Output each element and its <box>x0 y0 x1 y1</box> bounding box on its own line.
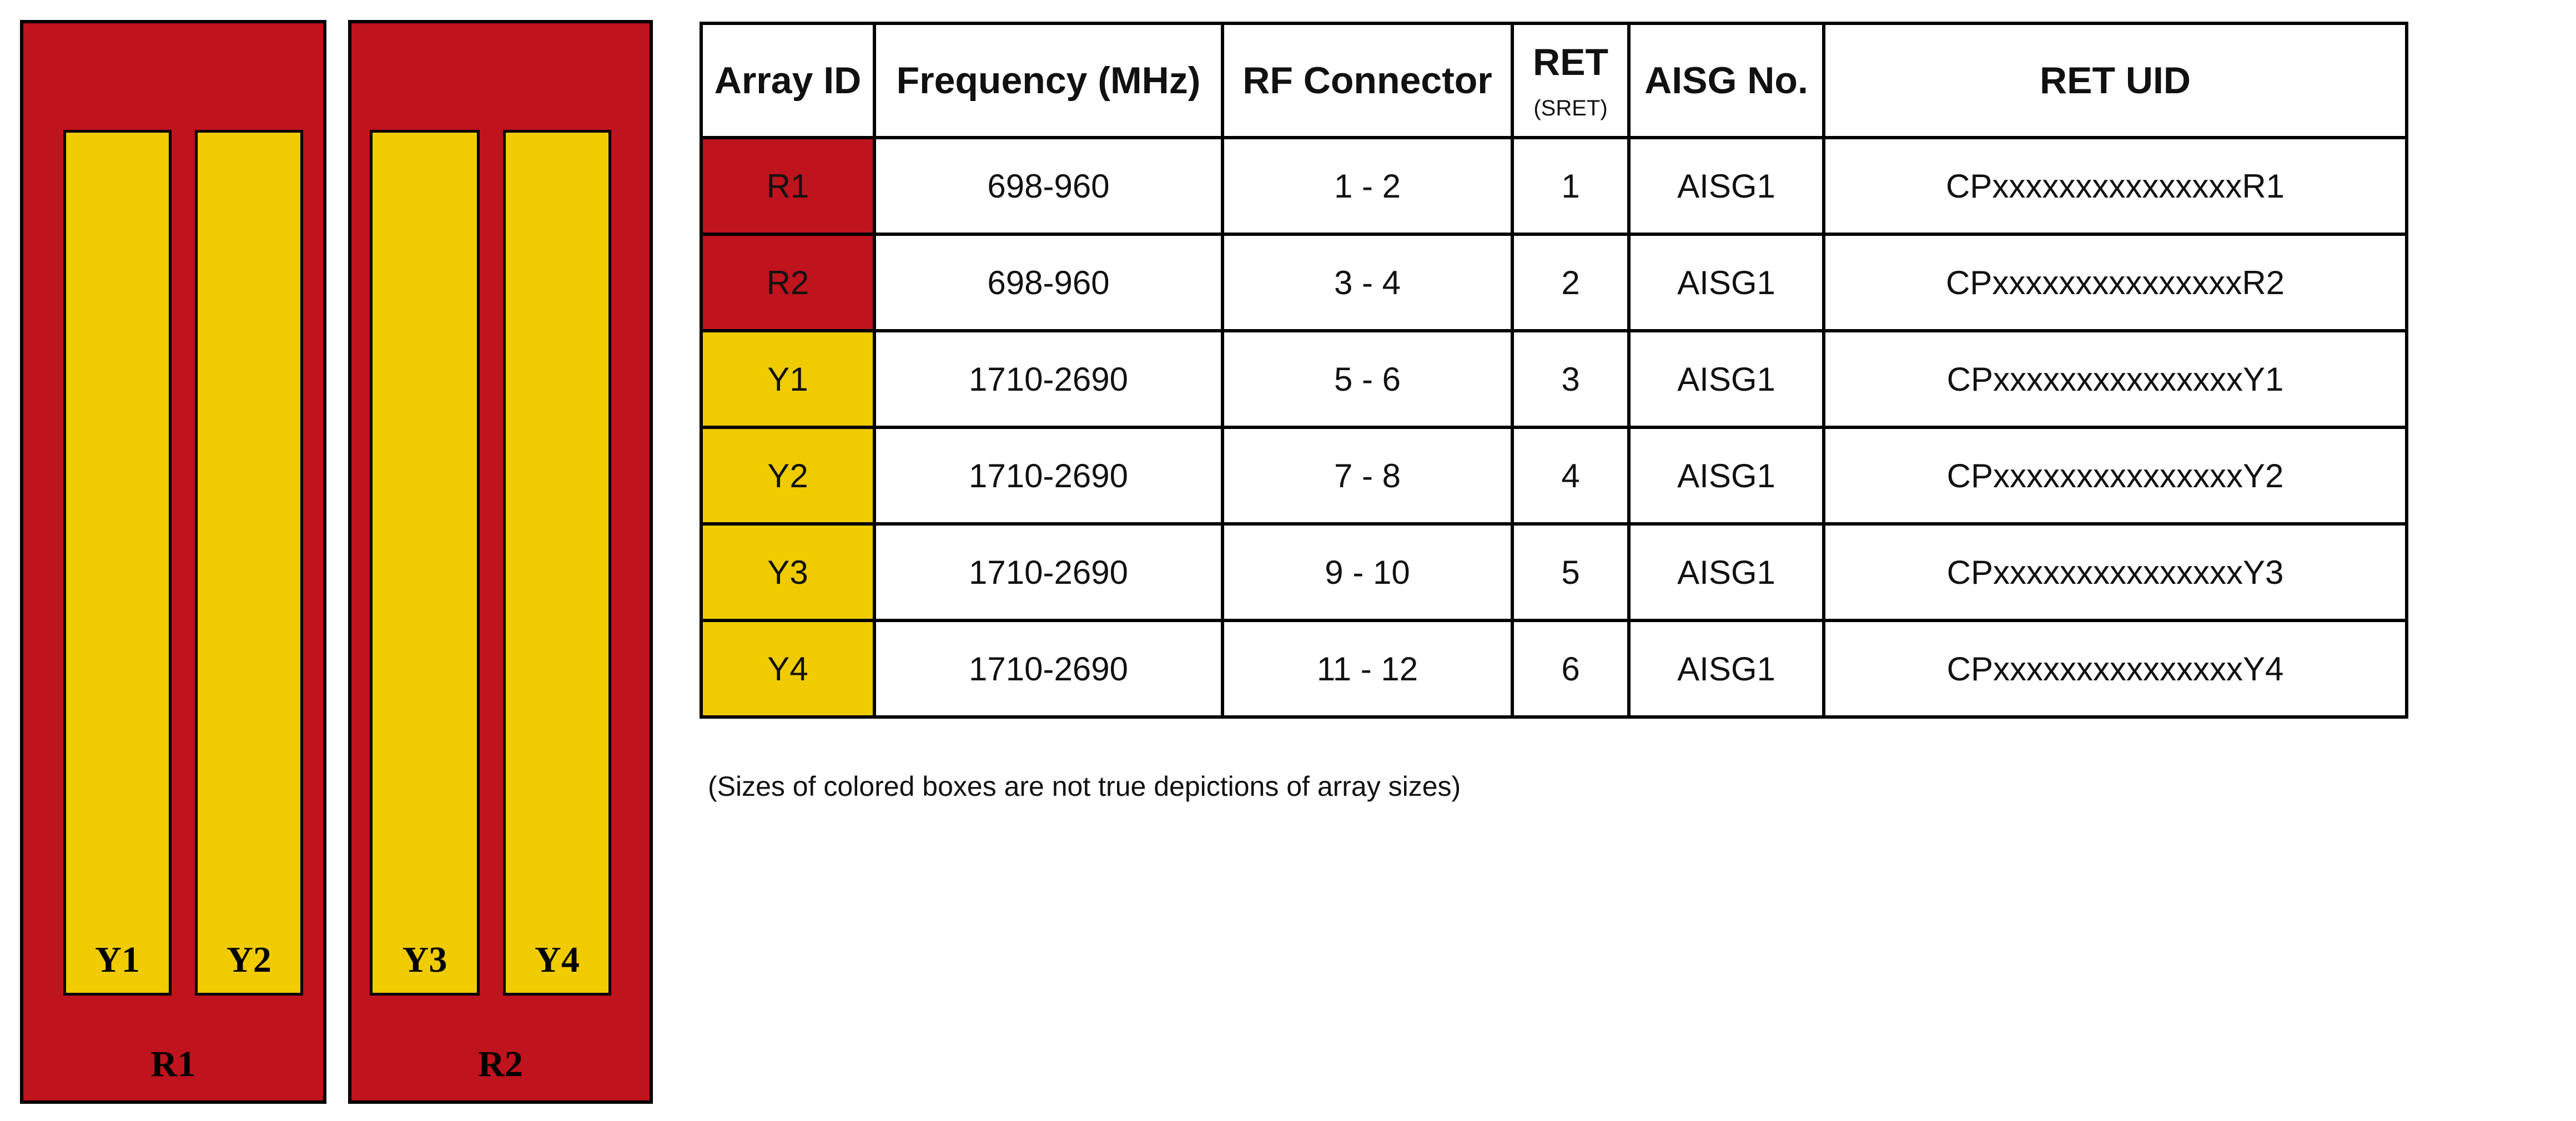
cell-frequency: 1710-2690 <box>873 522 1224 622</box>
header-ret-uid: RET UID <box>1822 22 2408 139</box>
cell-frequency: 698-960 <box>873 136 1224 236</box>
cell-ret-uid: CPxxxxxxxxxxxxxxxY3 <box>1822 522 2408 622</box>
cell-frequency: 1710-2690 <box>873 329 1224 429</box>
label-y3: Y3 <box>402 940 447 980</box>
table-row: R2 698-960 3 - 4 2 AISG1 CPxxxxxxxxxxxxxxxR2 <box>700 233 2408 332</box>
cell-ret: 2 <box>1511 233 1631 332</box>
header-frequency: Frequency (MHz) <box>873 22 1224 139</box>
cell-rf-connector: 7 - 8 <box>1221 426 1514 526</box>
table-header-row: Array ID Frequency (MHz) RF Connector RE… <box>700 22 2408 139</box>
cell-frequency: 1710-2690 <box>873 426 1224 526</box>
cell-array-id: Y3 <box>700 522 876 622</box>
header-rf-connector: RF Connector <box>1221 22 1514 139</box>
cell-array-id: Y4 <box>700 619 876 719</box>
cell-ret-uid: CPxxxxxxxxxxxxxxxR1 <box>1822 136 2408 236</box>
cell-ret: 3 <box>1511 329 1631 429</box>
cell-aisg-no: AISG1 <box>1627 136 1825 236</box>
cell-frequency: 698-960 <box>873 233 1224 332</box>
cell-ret-uid: CPxxxxxxxxxxxxxxxY1 <box>1822 329 2408 429</box>
cell-aisg-no: AISG1 <box>1627 329 1825 429</box>
array-element-y2 <box>195 130 303 996</box>
array-element-y1 <box>63 130 172 996</box>
cell-ret: 6 <box>1511 619 1631 719</box>
array-element-y4 <box>503 130 611 996</box>
cell-ret-uid: CPxxxxxxxxxxxxxxxR2 <box>1822 233 2408 332</box>
header-ret-sub: (SRET) <box>1533 95 1608 120</box>
cell-aisg-no: AISG1 <box>1627 426 1825 526</box>
label-r2: R2 <box>478 1044 523 1084</box>
cell-array-id: R2 <box>700 233 876 332</box>
cell-aisg-no: AISG1 <box>1627 233 1825 332</box>
array-table: Array ID Frequency (MHz) RF Connector RE… <box>700 22 2408 719</box>
array-element-y3 <box>370 130 480 996</box>
table-row: Y4 1710-2690 11 - 12 6 AISG1 CPxxxxxxxxxxxxxx… <box>700 619 2408 719</box>
label-r1: R1 <box>150 1044 196 1084</box>
cell-rf-connector: 3 - 4 <box>1221 233 1514 332</box>
header-ret: RET (SRET) <box>1511 22 1631 139</box>
header-ret-label: RET <box>1533 41 1608 83</box>
cell-array-id: Y2 <box>700 426 876 526</box>
label-y1: Y1 <box>95 940 140 980</box>
label-y2: Y2 <box>227 940 271 980</box>
cell-aisg-no: AISG1 <box>1627 522 1825 622</box>
cell-ret: 5 <box>1511 522 1631 622</box>
cell-rf-connector: 9 - 10 <box>1221 522 1514 622</box>
cell-ret-uid: CPxxxxxxxxxxxxxxxY2 <box>1822 426 2408 526</box>
cell-array-id: Y1 <box>700 329 876 429</box>
table-row: R1 698-960 1 - 2 1 AISG1 CPxxxxxxxxxxxxxxxR1 <box>700 136 2408 236</box>
cell-aisg-no: AISG1 <box>1627 619 1825 719</box>
cell-array-id: R1 <box>700 136 876 236</box>
cell-ret-uid: CPxxxxxxxxxxxxxxxY4 <box>1822 619 2408 719</box>
cell-rf-connector: 1 - 2 <box>1221 136 1514 236</box>
header-array-id: Array ID <box>700 22 876 139</box>
table-row: Y1 1710-2690 5 - 6 3 AISG1 CPxxxxxxxxxxxxxxxY… <box>700 329 2408 429</box>
cell-frequency: 1710-2690 <box>873 619 1224 719</box>
cell-rf-connector: 5 - 6 <box>1221 329 1514 429</box>
table-row: Y2 1710-2690 7 - 8 4 AISG1 CPxxxxxxxxxxxxxxxY… <box>700 426 2408 526</box>
table-row: Y3 1710-2690 9 - 10 5 AISG1 CPxxxxxxxxxxxxxxx… <box>700 522 2408 622</box>
cell-rf-connector: 11 - 12 <box>1221 619 1514 719</box>
footnote: (Sizes of colored boxes are not true dep… <box>708 771 1461 802</box>
header-aisg-no: AISG No. <box>1627 22 1825 139</box>
label-y4: Y4 <box>535 940 580 980</box>
cell-ret: 1 <box>1511 136 1631 236</box>
cell-ret: 4 <box>1511 426 1631 526</box>
